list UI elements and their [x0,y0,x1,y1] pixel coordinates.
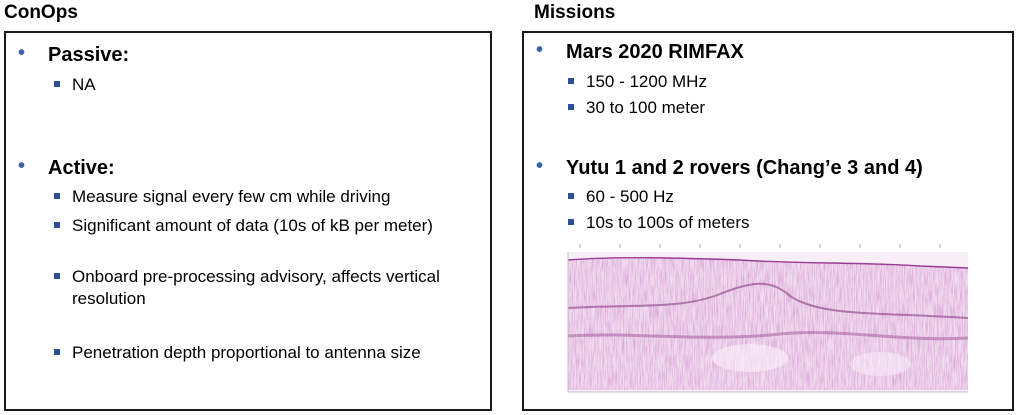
missions-title: Missions [534,2,616,23]
active-item: Measure signal every few cm while drivin… [54,186,482,208]
passive-heading-text: Passive: [48,44,130,66]
yutu-item-text: 10s to 100s of meters [586,213,750,232]
square-bullet-icon [568,219,574,225]
radargram-image [567,244,969,393]
mars-item-text: 150 - 1200 MHz [586,72,707,91]
bullet-icon: • [536,155,544,177]
active-item-text: Significant amount of data (10s of kB pe… [72,216,433,235]
square-bullet-icon [54,273,60,279]
active-item-text: Onboard pre-processing advisory, affects… [72,267,440,308]
yutu-heading-text: Yutu 1 and 2 rovers (Chang’e 3 and 4) [566,157,923,179]
bullet-icon: • [18,155,26,177]
bullet-icon: • [536,39,544,61]
active-item: Onboard pre-processing advisory, affects… [54,266,457,310]
square-bullet-icon [54,222,60,228]
yutu-item-text: 60 - 500 Hz [586,187,674,206]
missions-panel [522,31,1014,411]
square-bullet-icon [54,193,60,199]
mars-heading-text: Mars 2020 RIMFAX [566,41,744,63]
square-bullet-icon [568,104,574,110]
passive-heading: • Passive: [18,42,130,67]
bullet-icon: • [18,42,26,64]
mars-item: 30 to 100 meter [568,97,986,119]
square-bullet-icon [568,78,574,84]
yutu-heading: • Yutu 1 and 2 rovers (Chang’e 3 and 4) [536,155,923,180]
square-bullet-icon [568,193,574,199]
passive-item-text: NA [72,75,96,94]
yutu-item: 60 - 500 Hz [568,186,986,208]
active-item-text: Penetration depth proportional to antenn… [72,343,421,362]
square-bullet-icon [54,81,60,87]
mars-heading: • Mars 2020 RIMFAX [536,39,744,64]
active-item: Penetration depth proportional to antenn… [54,342,487,364]
square-bullet-icon [54,349,60,355]
passive-item: NA [54,74,472,96]
mars-item-text: 30 to 100 meter [586,98,706,117]
conops-title: ConOps [4,2,78,23]
conops-panel [4,31,492,411]
mars-item: 150 - 1200 MHz [568,71,986,93]
active-item: Significant amount of data (10s of kB pe… [54,215,457,237]
yutu-item: 10s to 100s of meters [568,212,986,234]
active-heading: • Active: [18,155,115,180]
active-heading-text: Active: [48,157,115,179]
active-item-text: Measure signal every few cm while drivin… [72,187,391,206]
